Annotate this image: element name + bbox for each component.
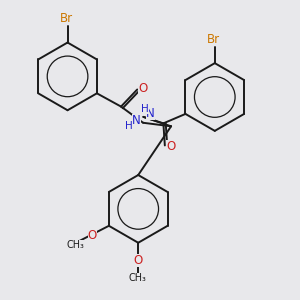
- Text: H: H: [141, 103, 149, 114]
- Text: H: H: [125, 121, 133, 131]
- Text: N: N: [132, 115, 141, 128]
- Text: O: O: [138, 82, 147, 94]
- Text: N: N: [146, 107, 155, 120]
- Text: CH₃: CH₃: [128, 273, 146, 284]
- Text: CH₃: CH₃: [67, 240, 85, 250]
- Text: Br: Br: [59, 13, 73, 26]
- Text: O: O: [133, 254, 142, 267]
- Text: O: O: [88, 229, 97, 242]
- Text: Br: Br: [207, 33, 220, 46]
- Text: O: O: [166, 140, 176, 152]
